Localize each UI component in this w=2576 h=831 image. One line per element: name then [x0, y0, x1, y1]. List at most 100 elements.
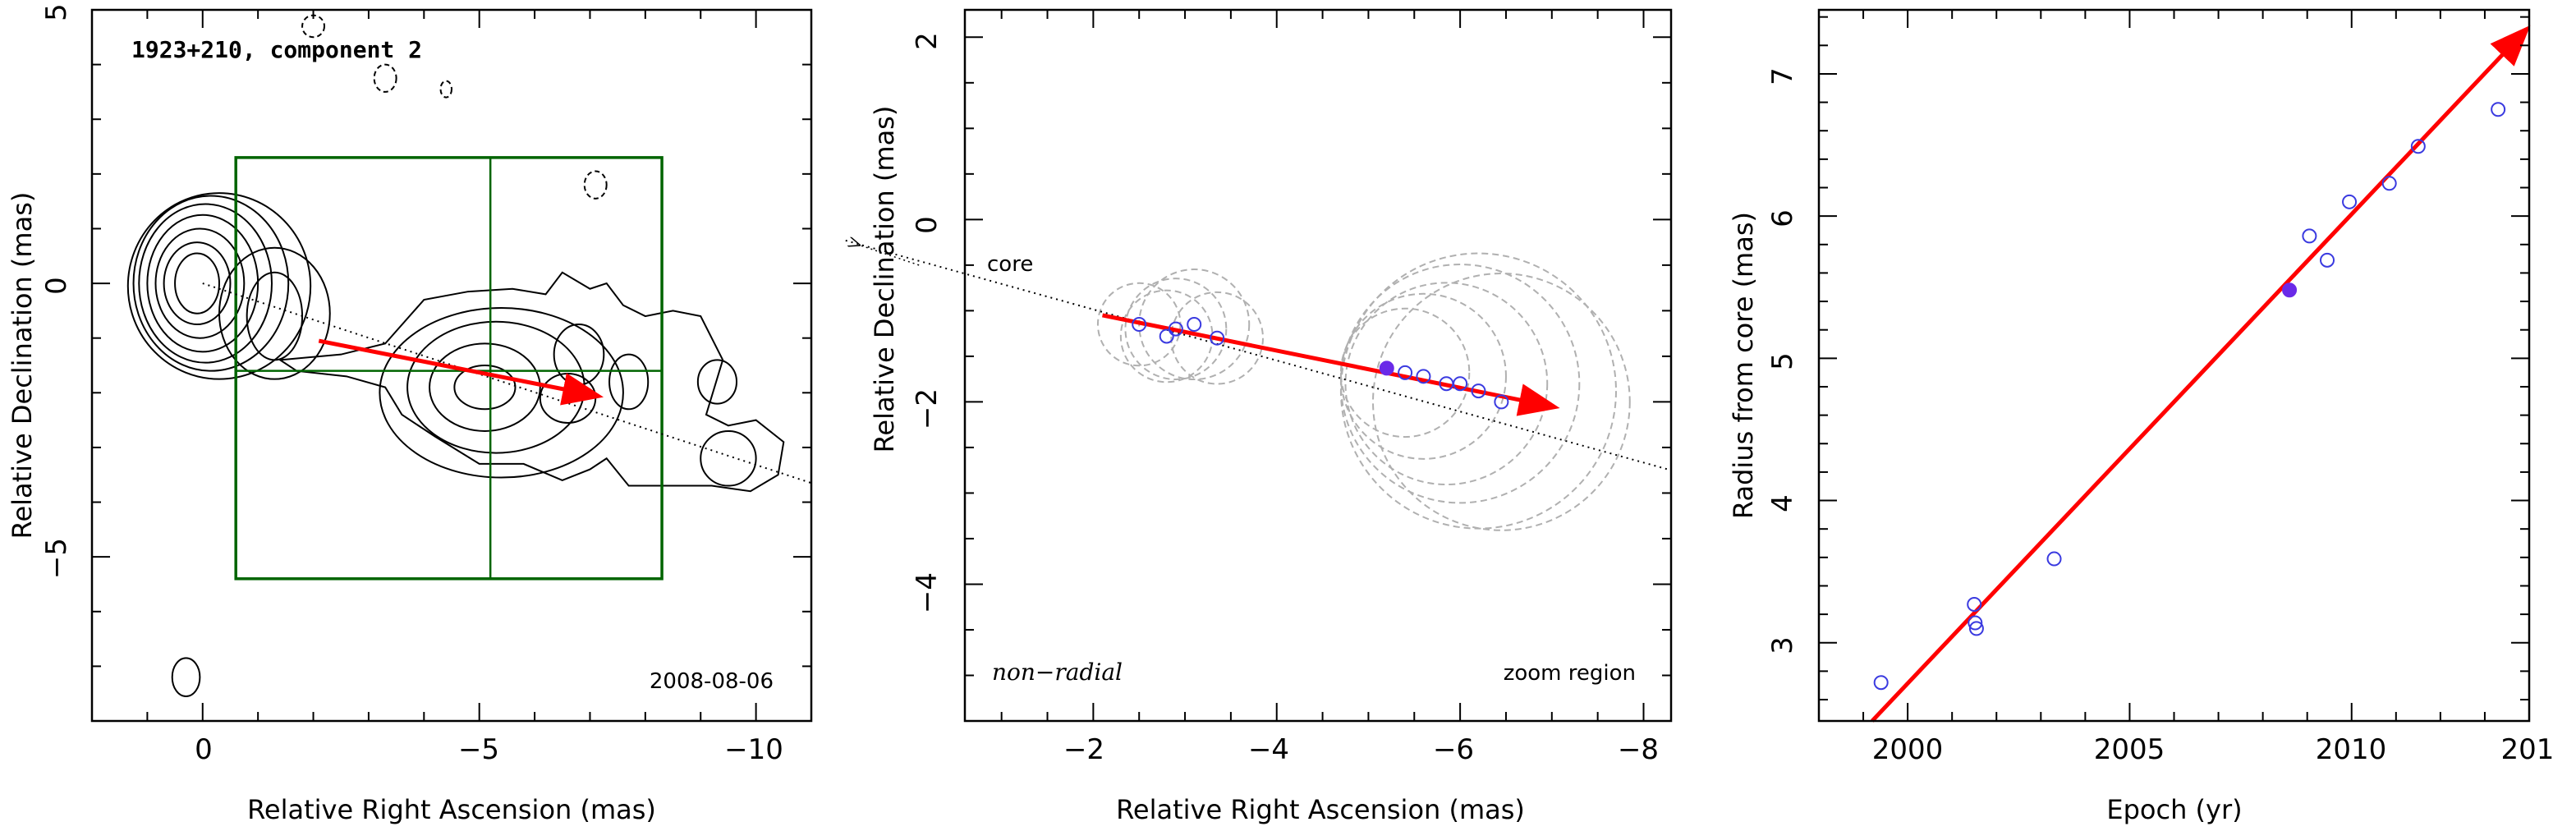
current-epoch-point: [1379, 360, 1394, 376]
contour-line: [146, 213, 259, 353]
motion-vector-arrow: [1102, 313, 1560, 416]
contour-panel: 1923+210, component 2 2008-08-06 0 −5 −1…: [7, 3, 813, 825]
radius-x-tick-label: 2010: [2316, 733, 2387, 766]
contour-y-tick-label: 0: [40, 277, 73, 295]
zoom-y-axis-label: Relative Declination (mas): [869, 106, 900, 453]
core-direction-arrow: [860, 245, 920, 266]
contour-y-tick-label: 5: [40, 3, 73, 21]
radius-point: [2302, 228, 2317, 244]
contour-x-axis-label: Relative Right Ascension (mas): [247, 794, 656, 825]
contour-line: [608, 353, 650, 411]
contour-line: [429, 342, 541, 432]
radius-point: [2046, 551, 2062, 567]
negative-contour: [373, 63, 397, 93]
beam-size-circle: [1124, 278, 1228, 381]
zoom-x-tick-label: −8: [1618, 733, 1659, 766]
jet-outer-contour: [278, 271, 785, 493]
contour-line: [379, 307, 624, 479]
contour-line: [163, 241, 232, 326]
zoom-x-tick-label: −4: [1248, 733, 1289, 766]
beam-size-circle: [1344, 282, 1549, 486]
contour-line: [218, 246, 331, 380]
position-point: [1210, 330, 1225, 346]
zoom-axis-ticks: [965, 10, 1671, 722]
zoom-positions: [1132, 317, 1509, 410]
radius-y-tick-label: 6: [1766, 209, 1799, 227]
negative-contour: [439, 80, 452, 99]
position-point: [1187, 317, 1202, 333]
position-point: [1453, 376, 1468, 392]
zoom-region-box: [234, 156, 664, 581]
contour-line: [174, 252, 220, 314]
radius-y-axis-label: Radius from core (mas): [1728, 212, 1759, 519]
zoom-x-axis-label: Relative Right Ascension (mas): [1116, 794, 1525, 825]
radius-y-tick-label: 4: [1766, 494, 1799, 512]
zoom-x-tick-label: −2: [1063, 733, 1104, 766]
radius-point: [2342, 194, 2358, 209]
contour-x-tick-label: 0: [195, 733, 213, 766]
contour-overlays: [202, 156, 812, 581]
contour-line: [132, 195, 290, 372]
zoom-panel: core non−radial zoom region −2 −4 −6 −8 …: [845, 8, 1673, 825]
zoom-y-tick-label: 2: [911, 32, 944, 50]
radius-axis-ticks: [1818, 10, 2530, 721]
beam-circles: [1096, 252, 1631, 531]
contour-map: [126, 14, 785, 698]
zoom-y-tick-label: −2: [911, 388, 944, 429]
contour-panel-title: 1923+210, component 2: [131, 36, 422, 63]
contour-y-axis-label: Relative Declination (mas): [7, 192, 38, 539]
position-point: [1471, 383, 1486, 399]
contour-epoch-label: 2008-08-06: [650, 669, 774, 694]
radius-y-tick-label: 7: [1766, 67, 1799, 85]
radius-y-tick-label: 3: [1766, 636, 1799, 654]
contour-line: [171, 657, 201, 698]
radius-x-axis-label: Epoch (yr): [2106, 794, 2242, 825]
contour-x-tick-label: −5: [458, 733, 499, 766]
radius-point: [1873, 675, 1889, 691]
beam-size-circle: [1339, 264, 1581, 504]
radius-x-tick-label: 201: [2501, 733, 2555, 766]
beam-size-circle: [1339, 307, 1471, 438]
position-point: [1132, 317, 1147, 333]
zoom-plot-frame: [963, 8, 1673, 723]
zoom-y-tick-label: −4: [911, 572, 944, 613]
radius-point: [2320, 252, 2335, 268]
beam-size-circle: [1339, 292, 1507, 460]
motion-vector-arrow: [318, 338, 604, 406]
negative-contour: [583, 170, 608, 200]
zoom-overlays: [845, 239, 1672, 471]
contour-line: [696, 359, 738, 405]
radius-point: [2491, 102, 2506, 117]
radius-x-tick-label: 2000: [1872, 733, 1944, 766]
contour-line: [126, 192, 312, 380]
position-point: [1159, 328, 1174, 344]
contour-line: [700, 429, 757, 487]
radial-direction-line: [845, 239, 1672, 471]
radius-point: [1967, 596, 1982, 612]
zoom-y-tick-label: 0: [911, 216, 944, 234]
contour-axis-ticks: [91, 9, 812, 722]
radius-point: [2410, 139, 2426, 154]
position-point: [1416, 369, 1431, 384]
radius-point: [1968, 621, 1984, 636]
radius-plot-frame: [1817, 8, 2531, 723]
non-radial-label: non−radial: [992, 659, 1123, 686]
beam-size-circle: [1170, 291, 1264, 385]
radius-point: [2381, 176, 2397, 191]
contour-line: [453, 365, 517, 411]
contour-line: [246, 271, 304, 361]
position-point: [1168, 321, 1183, 337]
zoom-region-label: zoom region: [1504, 661, 1636, 686]
contour-plot-frame: [90, 8, 813, 723]
radius-x-tick-label: 2005: [2094, 733, 2165, 766]
position-point: [1398, 365, 1413, 380]
contour-line: [154, 227, 246, 339]
radius-y-tick-label: 5: [1766, 352, 1799, 370]
radius-point: [1968, 615, 1983, 631]
position-point: [1494, 394, 1509, 410]
radius-panel: 2000 2005 2010 201 3 4 5 6 7 Epoch (yr) …: [1728, 8, 2555, 825]
contour-line: [138, 203, 273, 364]
contour-x-tick-label: −10: [724, 733, 783, 766]
beam-size-circle: [1372, 273, 1631, 531]
